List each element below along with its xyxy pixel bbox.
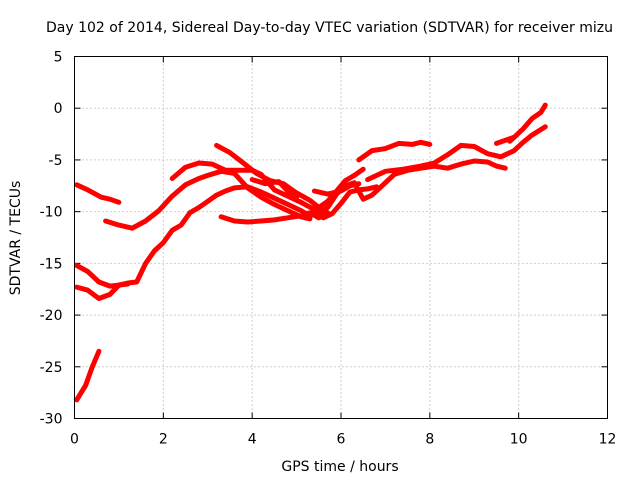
x-tick-label: 12 xyxy=(599,432,617,448)
y-tick-label: 5 xyxy=(54,50,63,66)
series-line-s6 xyxy=(169,160,379,221)
y-tick-label: -10 xyxy=(40,205,63,221)
x-tick-label: 4 xyxy=(248,432,257,448)
series-line-s2 xyxy=(74,182,122,205)
series-line-s12 xyxy=(365,124,548,183)
x-tick-label: 0 xyxy=(70,432,79,448)
grid xyxy=(74,56,608,419)
plot-frame xyxy=(74,56,608,419)
series-line-s7 xyxy=(214,142,366,210)
chart-title: Day 102 of 2014, Sidereal Day-to-day VTE… xyxy=(46,20,613,36)
series-line-s5 xyxy=(103,168,313,231)
x-tick-label: 8 xyxy=(425,432,434,448)
axis-ticks: 0 2 4 6 8 10 12 -30 -25 -20 -15 -10 -5 0 5 xyxy=(40,50,617,448)
y-tick-label: -30 xyxy=(40,412,63,428)
series-line-s1 xyxy=(74,348,102,403)
series-line-s14 xyxy=(494,134,517,146)
series-line-s13 xyxy=(507,102,548,144)
series-line-s10 xyxy=(311,181,362,197)
series-line-s9 xyxy=(218,210,331,225)
series-line-s4 xyxy=(74,158,508,301)
x-tick-label: 6 xyxy=(337,432,346,448)
y-tick-label: -20 xyxy=(40,308,63,324)
series-line-s8 xyxy=(249,177,300,200)
data-series xyxy=(74,102,548,403)
y-tick-label: 0 xyxy=(54,101,63,117)
y-tick-label: -5 xyxy=(49,153,63,169)
y-axis-label: SDTVAR / TECUs xyxy=(8,181,24,296)
x-axis-label: GPS time / hours xyxy=(281,459,398,475)
x-tick-label: 2 xyxy=(159,432,168,448)
series-line-s11 xyxy=(356,139,433,163)
y-tick-label: -25 xyxy=(40,360,63,376)
y-tick-label: -15 xyxy=(40,256,63,272)
x-tick-label: 10 xyxy=(510,432,528,448)
